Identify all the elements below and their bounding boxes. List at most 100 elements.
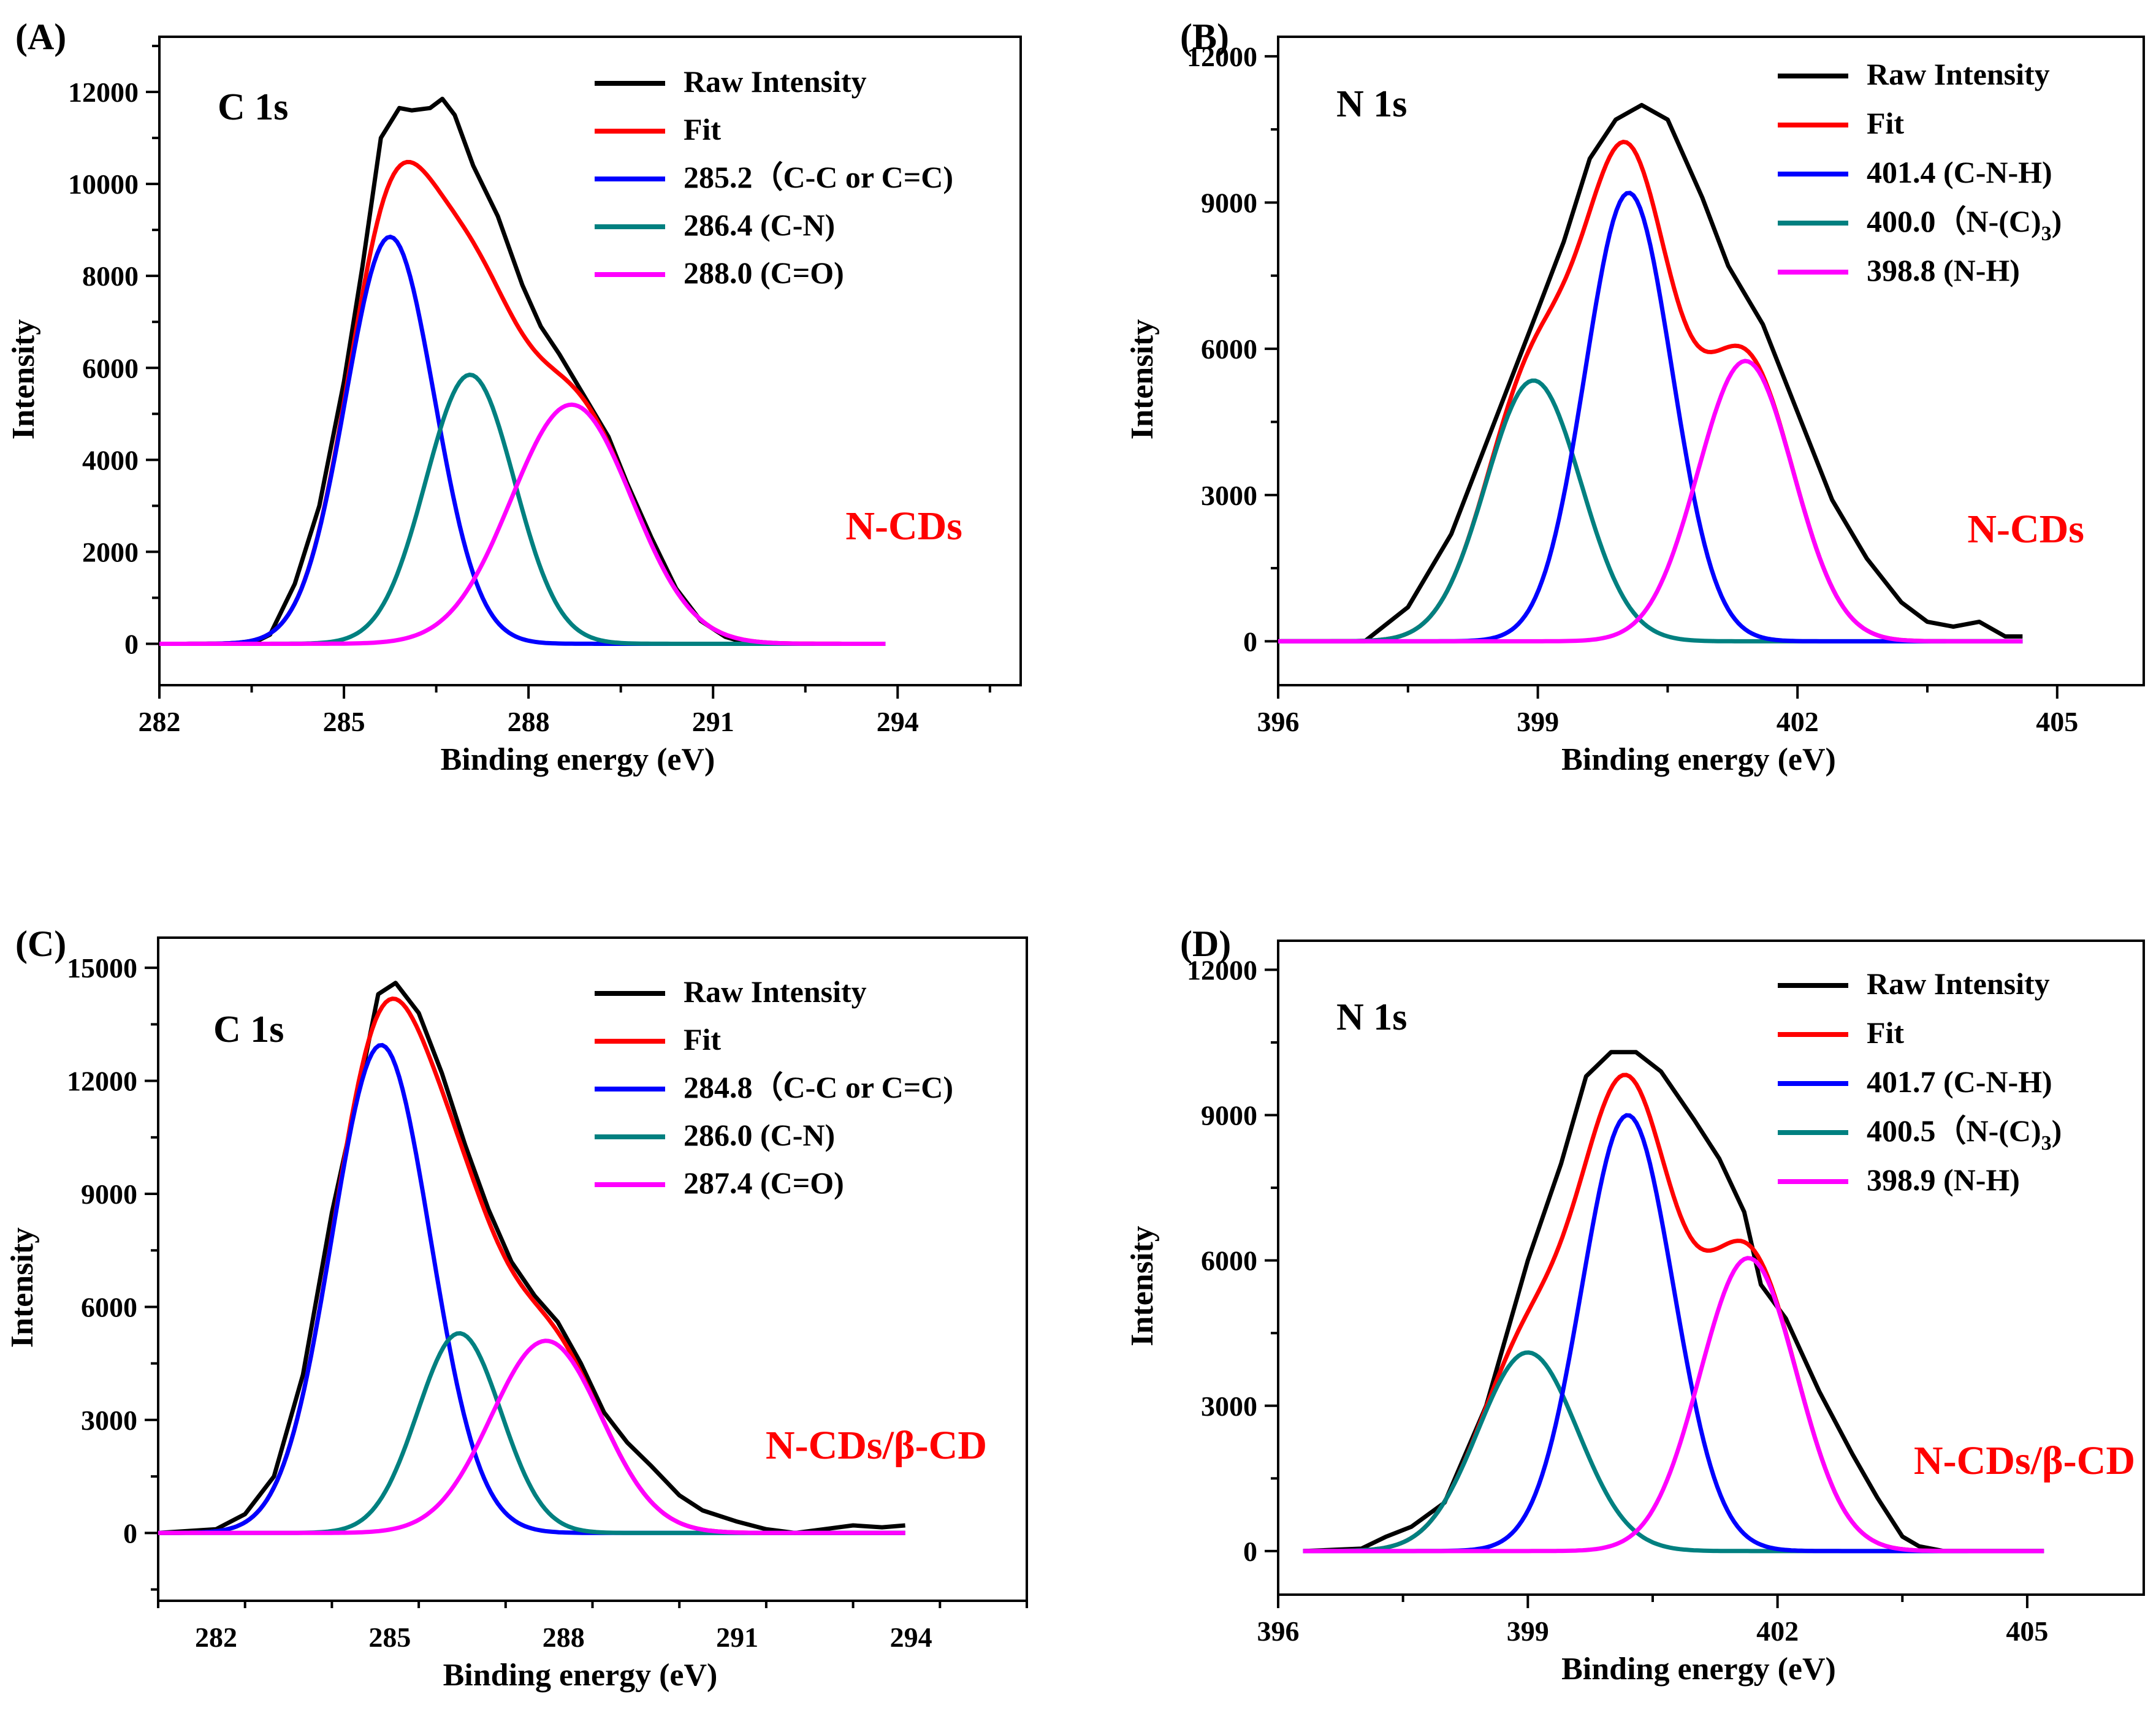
y-tick-label: 6000	[82, 352, 139, 384]
chart-panel-2: (B) 396 399 402 405 0 3000 6000 9000 12000 Binding…	[1125, 17, 2145, 777]
x-tick-label: 285	[368, 1622, 411, 1653]
y-tick-label: 0	[1243, 1536, 1257, 1567]
x-tick-label: 294	[890, 1622, 932, 1653]
x-tick-label: 294	[877, 706, 919, 737]
y-tick-label: 3000	[1201, 1391, 1257, 1422]
spectrum-title: N 1s	[1336, 83, 1407, 125]
sample-label: N-CDs	[1967, 507, 2084, 552]
legend-label-raw: Raw Intensity	[1867, 57, 2050, 91]
series-component-magenta	[159, 402, 886, 646]
x-tick-label: 285	[323, 706, 365, 737]
series-raw-intensity	[1278, 102, 2023, 644]
y-tick-label: 12000	[67, 1066, 137, 1097]
series-component-magenta	[1278, 359, 2023, 644]
sample-label: N-CDs	[845, 504, 962, 549]
y-tick-label: 12000	[68, 77, 139, 108]
y-tick-label: 12000	[1187, 41, 1257, 72]
y-tick-label: 6000	[1201, 333, 1257, 365]
legend-label-magenta: 398.9 (N-H)	[1867, 1163, 2020, 1197]
series-component-magenta	[158, 1338, 905, 1535]
sample-label: N-CDs/β-CD	[766, 1423, 987, 1468]
x-tick-label: 282	[195, 1622, 237, 1653]
chart-panel-1: (A) 282 285 288 291 294 0 2000 4000 6000 8000 10000…	[6, 17, 1022, 777]
chart-panel-4: (D) 396 399 402 405 0 3000 6000 9000 12000 Binding…	[1125, 924, 2145, 1687]
legend: Raw Intensity Fit 401.7 (C-N-H) 400.5（N-(C)…	[1778, 966, 2062, 1197]
y-axis-label: Intensity	[1125, 1226, 1160, 1346]
sample-label: N-CDs/β-CD	[1914, 1438, 2135, 1483]
series-component-teal	[159, 372, 886, 646]
y-tick-label: 8000	[82, 260, 139, 292]
x-tick-label: 402	[1777, 706, 1819, 737]
y-tick-label: 0	[124, 628, 139, 659]
y-tick-label: 0	[1243, 626, 1257, 657]
legend-label-raw: Raw Intensity	[684, 64, 867, 99]
legend-label-raw: Raw Intensity	[684, 974, 867, 1009]
y-tick-label: 9000	[1201, 187, 1257, 218]
legend: Raw Intensity Fit 284.8（C-C or C=C) 286.0 (…	[595, 974, 953, 1200]
spectrum-title: N 1s	[1336, 997, 1407, 1038]
y-tick-label: 2000	[82, 536, 139, 568]
spectrum-title: C 1s	[218, 86, 288, 128]
legend-label-magenta: 398.8 (N-H)	[1867, 253, 2020, 287]
plot-frame	[1277, 36, 2145, 686]
y-tick-label: 9000	[81, 1179, 137, 1210]
y-tick-label: 6000	[81, 1291, 137, 1323]
legend-label-blue: 285.2（C-C or C=C)	[684, 160, 953, 194]
x-tick-label: 405	[2036, 706, 2078, 737]
legend-label-fit: Fit	[1867, 106, 1904, 140]
x-tick-label: 288	[543, 1622, 585, 1653]
series-component-magenta	[1303, 1256, 2044, 1554]
panel-label: (A)	[15, 17, 66, 57]
x-axis-label: Binding energy (eV)	[1561, 1652, 1836, 1687]
plot-frame	[158, 36, 1022, 686]
y-tick-label: 3000	[81, 1405, 137, 1436]
y-tick-label: 9000	[1201, 1100, 1257, 1131]
panel-label: (B)	[1180, 17, 1229, 57]
legend-label-blue: 401.4 (C-N-H)	[1867, 155, 2052, 189]
legend: Raw Intensity Fit 285.2（C-C or C=C) 286.4 (…	[595, 64, 953, 290]
legend-label-raw: Raw Intensity	[1867, 966, 2050, 1001]
x-axis-label: Binding energy (eV)	[443, 1658, 718, 1693]
x-tick-label: 405	[2006, 1615, 2048, 1647]
legend-label-teal: 286.4 (C-N)	[684, 208, 835, 242]
legend-label-teal: 400.5（N-(C)3)	[1867, 1114, 2062, 1155]
x-tick-label: 396	[1257, 706, 1300, 737]
y-tick-label: 4000	[82, 444, 139, 476]
x-tick-label: 291	[692, 706, 734, 737]
spectrum-title: C 1s	[213, 1009, 284, 1050]
legend-label-teal: 286.0 (C-N)	[684, 1118, 835, 1152]
x-tick-label: 396	[1257, 1615, 1300, 1647]
x-axis-label: Binding energy (eV)	[1561, 742, 1836, 777]
legend: Raw Intensity Fit 401.4 (C-N-H) 400.0（N-(C)…	[1778, 57, 2062, 287]
x-tick-label: 291	[716, 1622, 758, 1653]
legend-label-fit: Fit	[684, 1022, 721, 1057]
y-tick-label: 15000	[67, 952, 137, 984]
panel-label: (D)	[1180, 924, 1231, 964]
y-axis-label: Intensity	[6, 319, 41, 439]
legend-label-blue: 284.8（C-C or C=C)	[684, 1070, 953, 1104]
x-tick-label: 288	[508, 706, 550, 737]
panel-label: (C)	[15, 924, 66, 964]
plot-frame	[157, 936, 1028, 1602]
y-tick-label: 12000	[1187, 954, 1257, 985]
x-tick-label: 402	[1756, 1615, 1799, 1647]
y-tick-label: 0	[123, 1517, 137, 1549]
legend-label-teal: 400.0（N-(C)3)	[1867, 204, 2062, 245]
x-tick-label: 399	[1517, 706, 1559, 737]
series-component-blue	[159, 234, 886, 646]
x-axis-label: Binding energy (eV)	[441, 742, 715, 777]
y-tick-label: 3000	[1201, 480, 1257, 511]
y-tick-label: 10000	[68, 169, 139, 200]
legend-label-fit: Fit	[684, 112, 721, 146]
legend-label-magenta: 287.4 (C=O)	[684, 1166, 844, 1200]
legend-label-magenta: 288.0 (C=O)	[684, 256, 844, 290]
y-axis-label: Intensity	[5, 1228, 40, 1348]
series-raw-intensity	[158, 981, 905, 1535]
x-tick-label: 399	[1507, 1615, 1549, 1647]
legend-label-fit: Fit	[1867, 1016, 1904, 1050]
y-axis-label: Intensity	[1125, 319, 1160, 439]
plot-frame	[1277, 940, 2145, 1596]
y-tick-label: 6000	[1201, 1245, 1257, 1277]
chart-panel-3: (C) 282 285 288 291 294 0 3000 6000 9000 12000 1500…	[5, 924, 1028, 1693]
